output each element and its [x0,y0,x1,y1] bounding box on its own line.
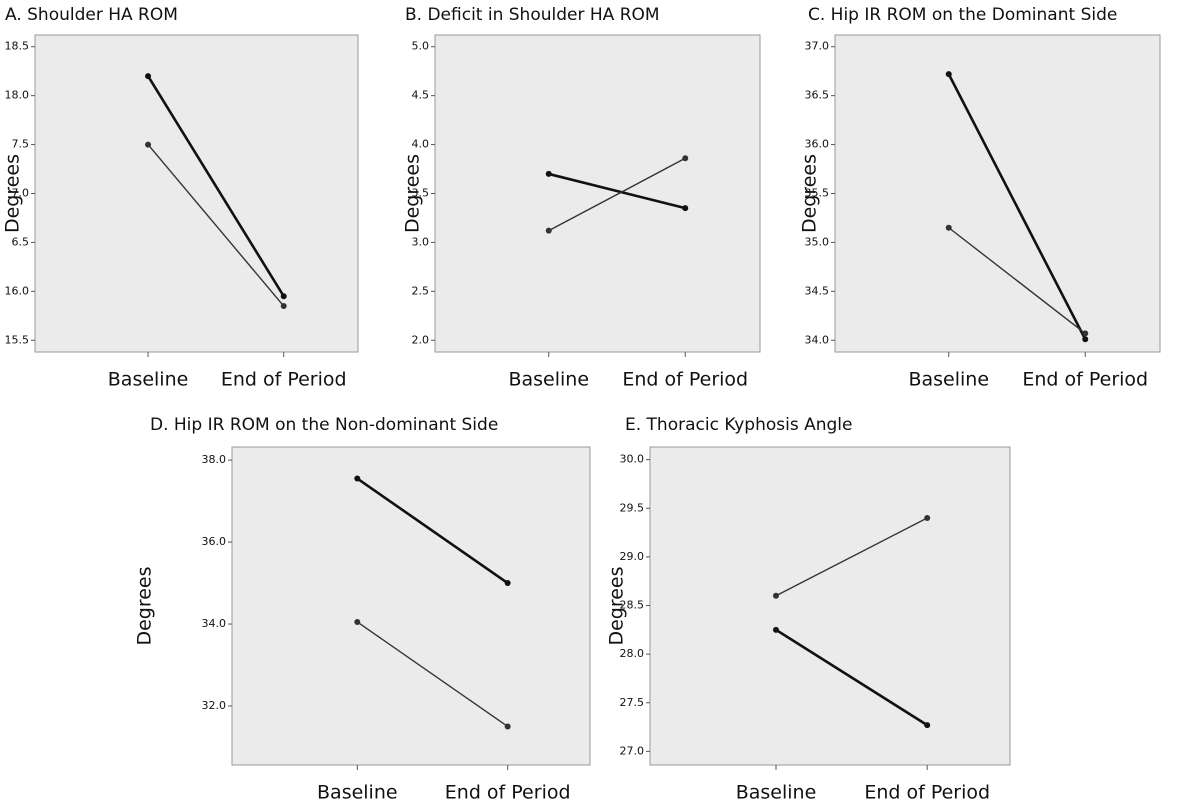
y-tick-label: 2.5 [412,284,430,297]
point [773,592,779,599]
y-tick-label: 34.5 [805,284,830,297]
plot-area [649,446,1011,766]
y-tick-label: 6.5 [12,235,30,248]
series-line [948,227,1086,334]
point [354,618,361,625]
y-tick-label: 5.0 [412,40,430,53]
plot-area [231,446,591,766]
panel: E. Thoracic Kyphosis Angle Degrees 27.0 27.… [606,415,1011,801]
y-tick-label: 7.5 [12,138,30,151]
y-tick-label: 28.5 [620,599,645,612]
panel: B. Deficit in Shoulder HA ROM Degrees 2.0 2… [402,5,761,391]
y-tick-label: 18.5 [5,40,30,53]
point [682,205,689,212]
series-line [147,144,285,307]
y-tick-label: 16.0 [5,284,30,297]
x-tick-label: End of Period [864,782,990,801]
panel-title: C. Hip IR ROM on the Dominant Side [808,5,1117,25]
y-tick-label: 29.0 [620,550,645,563]
x-tick-label: Baseline [736,782,817,801]
y-tick-label: 15.5 [5,333,30,346]
y-tick-label: 29.5 [620,501,645,514]
point [773,626,779,633]
series-line [775,517,928,597]
y-tick-label: 37.0 [805,40,830,53]
point [682,155,689,162]
point [945,71,952,78]
x-tick-label: End of Period [445,782,571,801]
panel-title: D. Hip IR ROM on the Non-dominant Side [150,415,498,435]
y-tick-label: 30.0 [620,453,645,466]
panel: C. Hip IR ROM on the Dominant Side Degree… [799,5,1161,391]
point [1082,336,1089,343]
series-line [947,73,1087,340]
plot-area [34,34,359,353]
series-line [775,628,928,727]
point [145,141,152,148]
y-tick-label: 4.0 [412,138,430,151]
y-tick-label: 7.0 [12,187,30,200]
series-line [146,75,285,297]
x-tick-label: Baseline [508,369,589,391]
y-tick-label: 3.0 [412,235,430,248]
y-tick-label: 36.0 [202,535,227,548]
panel: A. Shoulder HA ROM Degrees 15.5 16.0 6.5 7.0 7… [2,5,359,391]
x-tick-label: Baseline [317,782,398,801]
panel-title: B. Deficit in Shoulder HA ROM [405,5,660,25]
y-tick-label: 35.0 [805,235,830,248]
y-tick-label: 3.5 [412,187,430,200]
x-tick-label: End of Period [221,369,347,391]
point [354,475,361,482]
panel-title: E. Thoracic Kyphosis Angle [625,415,853,435]
point [945,224,952,231]
y-tick-label: 27.0 [620,744,645,757]
y-axis-label: Degrees [606,566,628,645]
y-tick-label: 27.5 [620,696,645,709]
point [924,722,931,729]
series-line [356,621,509,728]
y-tick-label: 2.0 [412,333,430,346]
series-line [548,172,686,210]
y-tick-label: 36.5 [805,89,830,102]
y-tick-label: 35.5 [805,187,830,200]
point [545,227,552,234]
point [504,723,511,730]
y-axis-label: Degrees [799,154,821,233]
x-tick-label: Baseline [908,369,989,391]
point [280,303,287,310]
series-line [548,157,686,232]
point [145,73,152,80]
plot-area [434,34,761,353]
y-tick-label: 34.0 [202,617,227,630]
point [1082,330,1089,337]
panel-title: A. Shoulder HA ROM [5,5,178,25]
y-tick-label: 4.5 [412,89,430,102]
panel: D. Hip IR ROM on the Non-dominant Side De… [134,415,591,801]
point [504,580,511,587]
point [545,170,552,177]
y-axis-label: Degrees [134,566,156,645]
x-tick-label: End of Period [622,369,748,391]
y-tick-label: 38.0 [202,453,227,466]
y-tick-label: 32.0 [202,699,227,712]
point [924,514,931,521]
series-line [356,477,509,585]
y-axis-label: Degrees [402,154,424,233]
x-tick-label: End of Period [1022,369,1148,391]
point [280,293,287,300]
x-tick-label: Baseline [108,369,189,391]
plot-area [834,34,1161,353]
y-tick-label: 28.0 [620,647,645,660]
y-tick-label: 36.0 [805,138,830,151]
y-axis-label: Degrees [2,154,24,233]
y-tick-label: 18.0 [5,89,30,102]
y-tick-label: 34.0 [805,333,830,346]
